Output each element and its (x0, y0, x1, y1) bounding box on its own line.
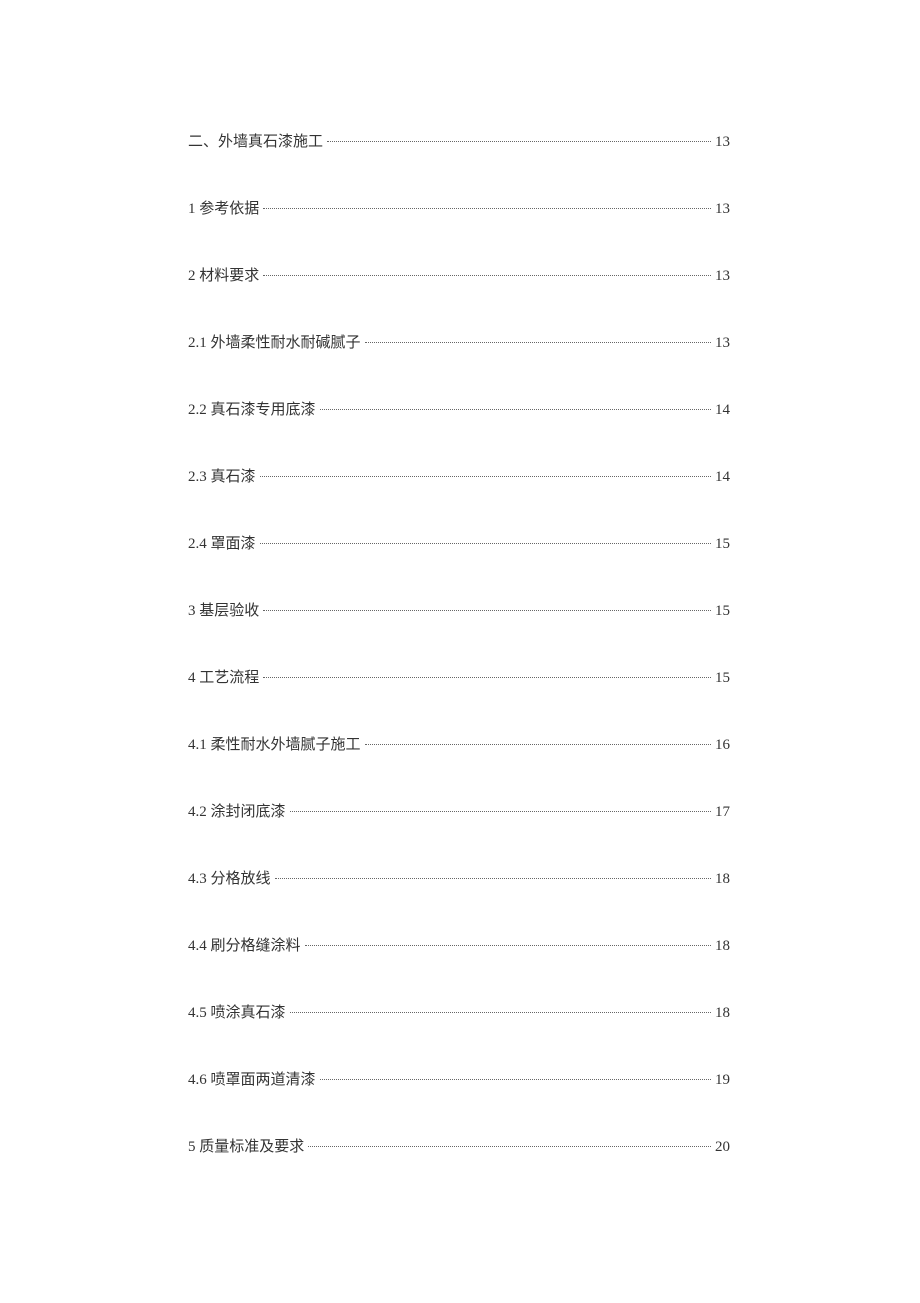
toc-container: 二、外墙真石漆施工 13 1 参考依据 13 2 材料要求 13 2.1 外墙柔… (0, 0, 920, 1156)
toc-page: 18 (715, 871, 730, 888)
toc-dots (263, 610, 711, 611)
toc-dots (308, 1146, 711, 1147)
toc-page: 15 (715, 536, 730, 553)
toc-dots (275, 878, 711, 879)
toc-label: 2.4 罩面漆 (188, 532, 256, 553)
toc-page: 13 (715, 134, 730, 151)
toc-entry: 3 基层验收 15 (188, 599, 730, 620)
toc-entry: 5 质量标准及要求 20 (188, 1135, 730, 1156)
toc-label: 2.1 外墙柔性耐水耐碱腻子 (188, 331, 361, 352)
toc-page: 16 (715, 737, 730, 754)
toc-page: 18 (715, 938, 730, 955)
toc-label: 2.3 真石漆 (188, 465, 256, 486)
toc-entry: 2.1 外墙柔性耐水耐碱腻子 13 (188, 331, 730, 352)
toc-label: 4.1 柔性耐水外墙腻子施工 (188, 733, 361, 754)
toc-entry: 4.2 涂封闭底漆 17 (188, 800, 730, 821)
toc-dots (290, 1012, 711, 1013)
toc-page: 14 (715, 402, 730, 419)
toc-label: 1 参考依据 (188, 197, 259, 218)
toc-dots (320, 409, 711, 410)
toc-dots (320, 1079, 711, 1080)
toc-page: 13 (715, 335, 730, 352)
toc-label: 2.2 真石漆专用底漆 (188, 398, 316, 419)
toc-page: 17 (715, 804, 730, 821)
toc-entry: 2.2 真石漆专用底漆 14 (188, 398, 730, 419)
toc-entry: 4.5 喷涂真石漆 18 (188, 1001, 730, 1022)
toc-page: 20 (715, 1139, 730, 1156)
toc-label: 4.4 刷分格缝涂料 (188, 934, 301, 955)
toc-entry: 2 材料要求 13 (188, 264, 730, 285)
toc-entry: 二、外墙真石漆施工 13 (188, 130, 730, 151)
toc-dots (263, 677, 711, 678)
toc-entry: 4.6 喷罩面两道清漆 19 (188, 1068, 730, 1089)
toc-entry: 2.4 罩面漆 15 (188, 532, 730, 553)
toc-page: 15 (715, 603, 730, 620)
toc-label: 2 材料要求 (188, 264, 259, 285)
toc-dots (365, 744, 711, 745)
toc-page: 19 (715, 1072, 730, 1089)
toc-dots (263, 208, 711, 209)
toc-dots (365, 342, 711, 343)
toc-label: 二、外墙真石漆施工 (188, 130, 323, 151)
toc-entry: 4.4 刷分格缝涂料 18 (188, 934, 730, 955)
toc-label: 4.3 分格放线 (188, 867, 271, 888)
toc-label: 4.2 涂封闭底漆 (188, 800, 286, 821)
toc-label: 3 基层验收 (188, 599, 259, 620)
toc-entry: 4.3 分格放线 18 (188, 867, 730, 888)
toc-label: 4 工艺流程 (188, 666, 259, 687)
toc-label: 4.6 喷罩面两道清漆 (188, 1068, 316, 1089)
toc-entry: 2.3 真石漆 14 (188, 465, 730, 486)
toc-dots (290, 811, 711, 812)
toc-page: 15 (715, 670, 730, 687)
toc-page: 18 (715, 1005, 730, 1022)
toc-page: 14 (715, 469, 730, 486)
toc-page: 13 (715, 201, 730, 218)
toc-label: 4.5 喷涂真石漆 (188, 1001, 286, 1022)
toc-dots (305, 945, 711, 946)
toc-entry: 4.1 柔性耐水外墙腻子施工 16 (188, 733, 730, 754)
toc-dots (327, 141, 711, 142)
toc-dots (260, 476, 711, 477)
toc-dots (263, 275, 711, 276)
toc-entry: 4 工艺流程 15 (188, 666, 730, 687)
toc-dots (260, 543, 711, 544)
toc-label: 5 质量标准及要求 (188, 1135, 304, 1156)
toc-entry: 1 参考依据 13 (188, 197, 730, 218)
toc-page: 13 (715, 268, 730, 285)
